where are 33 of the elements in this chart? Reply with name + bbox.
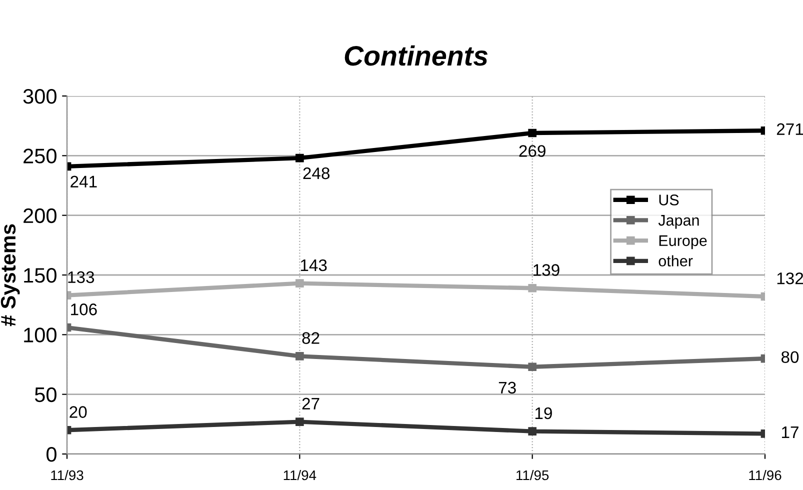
data-label: 271 xyxy=(776,123,803,135)
y-tick-label: 250 xyxy=(24,148,56,164)
data-label: 73 xyxy=(498,382,516,394)
x-tick-label: 11/95 xyxy=(516,470,549,480)
y-tick-label: 0 xyxy=(46,447,56,462)
data-label: 132 xyxy=(777,272,803,284)
data-label: 17 xyxy=(782,426,798,438)
data-label: 139 xyxy=(534,264,560,276)
y-tick-label: 50 xyxy=(34,387,56,402)
y-tick-label: 150 xyxy=(24,268,56,283)
legend-label: Japan xyxy=(658,215,699,229)
y-tick-label: 200 xyxy=(24,208,56,224)
data-label: 19 xyxy=(535,407,552,420)
legend-label: other xyxy=(658,255,693,266)
data-label: 20 xyxy=(70,406,87,418)
legend-label: Europe xyxy=(659,235,707,250)
x-tick-label: 11/96 xyxy=(749,470,782,480)
x-tick-label: 11/93 xyxy=(51,470,84,480)
data-label: 241 xyxy=(70,176,97,188)
y-tick-label: 100 xyxy=(24,328,56,342)
chart-title: Continents xyxy=(344,45,488,66)
y-tick-label: 300 xyxy=(23,89,56,104)
data-label: 80 xyxy=(781,351,799,364)
data-label: 106 xyxy=(71,304,97,316)
data-label: 248 xyxy=(303,167,330,180)
data-label: 27 xyxy=(302,398,320,410)
data-label: 82 xyxy=(302,332,320,344)
y-axis-title: # Systems xyxy=(0,224,20,326)
legend-label: US xyxy=(659,194,679,206)
data-label: 269 xyxy=(519,145,546,157)
data-label: 143 xyxy=(300,259,327,272)
x-tick-label: 11/94 xyxy=(284,470,316,480)
data-label: 133 xyxy=(68,271,94,284)
